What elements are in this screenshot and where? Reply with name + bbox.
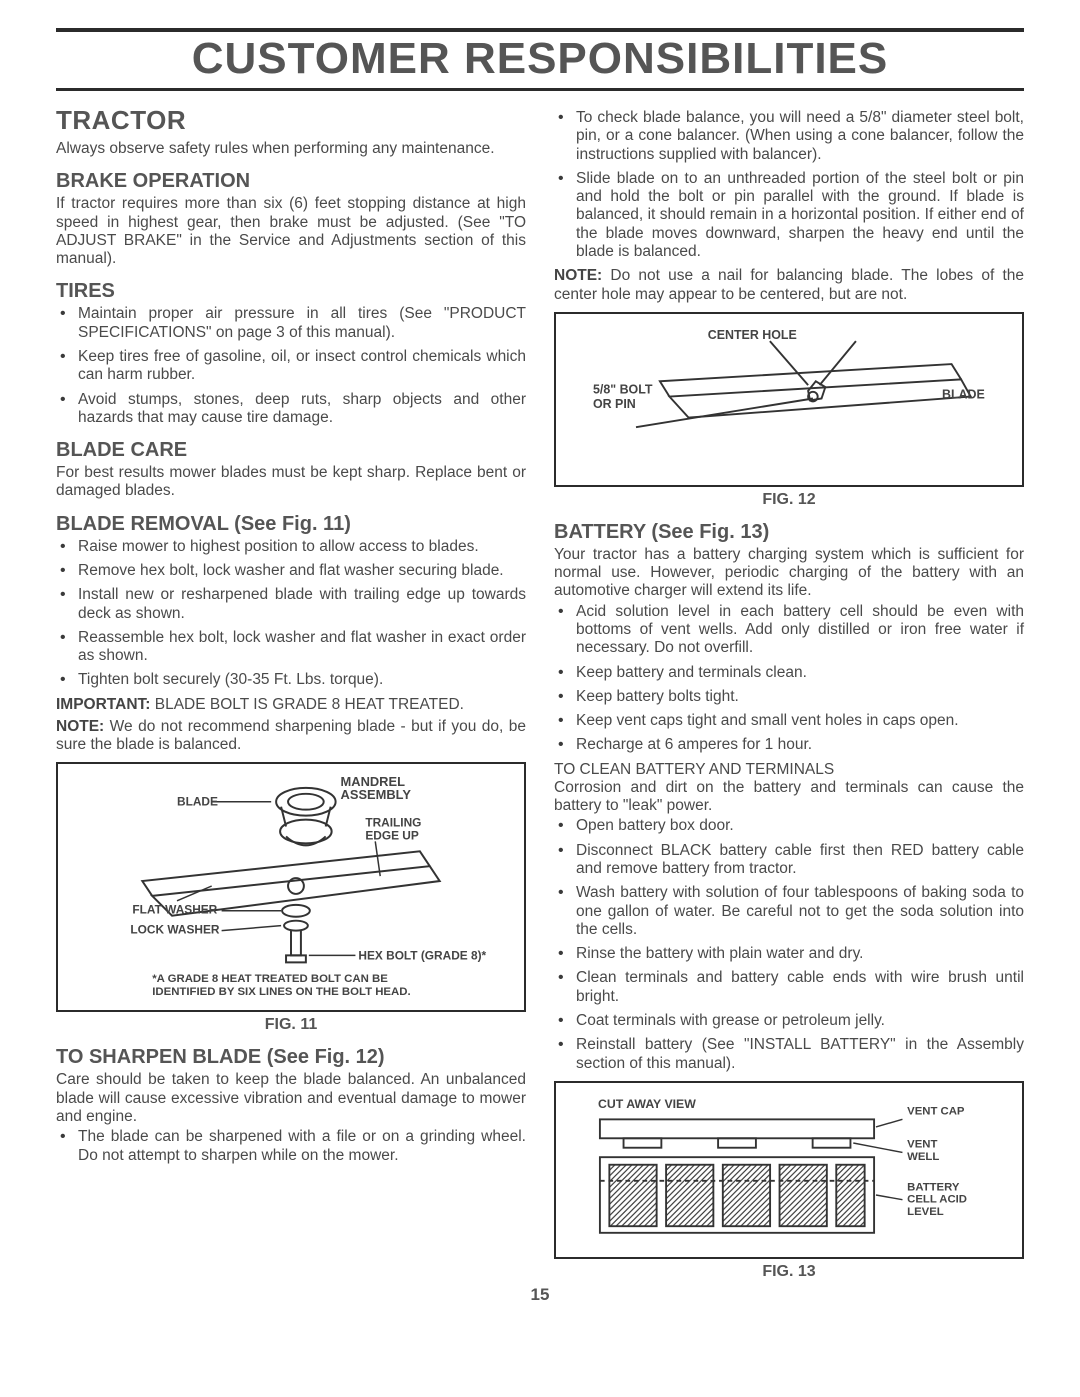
fig13-acid-1: BATTERY	[907, 1181, 960, 1193]
blade-important: IMPORTANT: BLADE BOLT IS GRADE 8 HEAT TR…	[56, 696, 526, 714]
blade-care-body: For best results mower blades must be ke…	[56, 464, 526, 501]
brake-heading: BRAKE OPERATION	[56, 170, 526, 193]
right-top-list: To check blade balance, you will need a …	[554, 109, 1024, 261]
fig13-cutaway-label: CUT AWAY VIEW	[598, 1097, 696, 1111]
list-item: Coat terminals with grease or petroleum …	[554, 1012, 1024, 1030]
fig11-assembly-label: ASSEMBLY	[341, 787, 412, 802]
list-item: Recharge at 6 amperes for 1 hour.	[554, 736, 1024, 754]
figure-11-box: MANDREL ASSEMBLY BLADE TRAILING EDGE UP …	[56, 762, 526, 1012]
fig13-acid-2: CELL ACID	[907, 1193, 967, 1205]
sharpen-list: The blade can be sharpened with a file o…	[56, 1128, 526, 1165]
fig11-trailing-label-2: EDGE UP	[365, 829, 419, 843]
list-item: Keep battery bolts tight.	[554, 688, 1024, 706]
fig11-lock-label: LOCK WASHER	[130, 923, 219, 937]
blade-care-heading: BLADE CARE	[56, 439, 526, 462]
list-item: Rinse the battery with plain water and d…	[554, 945, 1024, 963]
fig13-ventwell-1: VENT	[907, 1139, 937, 1151]
fig12-bolt-label-2: OR PIN	[593, 397, 636, 411]
list-item: Keep vent caps tight and small vent hole…	[554, 712, 1024, 730]
fig11-footnote-2: IDENTIFIED BY SIX LINES ON THE BOLT HEAD…	[152, 987, 410, 999]
under-title-rule	[56, 88, 1024, 91]
page-number: 15	[56, 1285, 1024, 1305]
list-item: Install new or resharpened blade with tr…	[56, 586, 526, 623]
figure-13-box: CUT AWAY VIEW VENT CAP VENT WELL BATTERY…	[554, 1081, 1024, 1259]
left-column: TRACTOR Always observe safety rules when…	[56, 105, 526, 1281]
page-title: CUSTOMER RESPONSIBILITIES	[56, 32, 1024, 88]
list-item: Keep battery and terminals clean.	[554, 664, 1024, 682]
fig13-caption: FIG. 13	[554, 1263, 1024, 1281]
brake-body: If tractor requires more than six (6) fe…	[56, 195, 526, 268]
blade-removal-list: Raise mower to highest position to allow…	[56, 538, 526, 690]
list-item: Open battery box door.	[554, 817, 1024, 835]
tires-list: Maintain proper air pressure in all tire…	[56, 305, 526, 427]
battery-heading: BATTERY (See Fig. 13)	[554, 521, 1024, 544]
list-item: Maintain proper air pressure in all tire…	[56, 305, 526, 342]
blade-note: NOTE: We do not recommend sharpening bla…	[56, 718, 526, 755]
sharpen-body: Care should be taken to keep the blade b…	[56, 1071, 526, 1126]
list-item: Acid solution level in each battery cell…	[554, 603, 1024, 658]
list-item: Disconnect BLACK battery cable first the…	[554, 842, 1024, 879]
figure-12-svg: CENTER HOLE 5/8" BOLT OR PIN BLADE	[566, 322, 1012, 475]
blade-removal-heading: BLADE REMOVAL (See Fig. 11)	[56, 513, 526, 536]
battery-intro: Your tractor has a battery charging syst…	[554, 546, 1024, 601]
list-item: Keep tires free of gasoline, oil, or ins…	[56, 348, 526, 385]
battery-list: Acid solution level in each battery cell…	[554, 603, 1024, 755]
fig11-caption: FIG. 11	[56, 1016, 526, 1034]
fig11-blade-label: BLADE	[177, 795, 218, 809]
figure-11-svg: MANDREL ASSEMBLY BLADE TRAILING EDGE UP …	[68, 772, 514, 1000]
clean-heading: TO CLEAN BATTERY AND TERMINALS	[554, 761, 1024, 779]
figure-12-box: CENTER HOLE 5/8" BOLT OR PIN BLADE	[554, 312, 1024, 487]
note-label: NOTE:	[56, 718, 104, 735]
list-item: Slide blade on to an unthreaded portion …	[554, 170, 1024, 261]
list-item: Tighten bolt securely (30-35 Ft. Lbs. to…	[56, 671, 526, 689]
fig13-acid-3: LEVEL	[907, 1206, 944, 1218]
fig12-bolt-label-1: 5/8" BOLT	[593, 383, 653, 397]
list-item: Clean terminals and battery cable ends w…	[554, 969, 1024, 1006]
note-body: We do not recommend sharpening blade - b…	[56, 718, 526, 753]
list-item: Remove hex bolt, lock washer and flat wa…	[56, 562, 526, 580]
fig11-flat-label: FLAT WASHER	[132, 903, 217, 917]
tractor-heading: TRACTOR	[56, 105, 526, 136]
list-item: The blade can be sharpened with a file o…	[56, 1128, 526, 1165]
note-body: Do not use a nail for balancing blade. T…	[554, 267, 1024, 302]
tractor-intro: Always observe safety rules when perform…	[56, 140, 526, 158]
tires-heading: TIRES	[56, 280, 526, 303]
clean-intro: Corrosion and dirt on the battery and te…	[554, 779, 1024, 816]
list-item: To check blade balance, you will need a …	[554, 109, 1024, 164]
list-item: Reassemble hex bolt, lock washer and fla…	[56, 629, 526, 666]
note-label: NOTE:	[554, 267, 602, 284]
fig11-footnote-1: *A GRADE 8 HEAT TREATED BOLT CAN BE	[152, 974, 388, 986]
fig12-caption: FIG. 12	[554, 491, 1024, 509]
important-label: IMPORTANT:	[56, 696, 150, 713]
list-item: Avoid stumps, stones, deep ruts, sharp o…	[56, 391, 526, 428]
fig11-hex-label: HEX BOLT (GRADE 8)*	[358, 949, 486, 963]
two-column-layout: TRACTOR Always observe safety rules when…	[56, 105, 1024, 1281]
fig12-blade-label: BLADE	[942, 387, 985, 401]
list-item: Reinstall battery (See "INSTALL BATTERY"…	[554, 1036, 1024, 1073]
clean-list: Open battery box door. Disconnect BLACK …	[554, 817, 1024, 1072]
important-body: BLADE BOLT IS GRADE 8 HEAT TREATED.	[150, 696, 464, 713]
fig13-ventwell-2: WELL	[907, 1151, 939, 1163]
sharpen-heading: TO SHARPEN BLADE (See Fig. 12)	[56, 1046, 526, 1069]
right-note: NOTE: Do not use a nail for balancing bl…	[554, 267, 1024, 304]
fig12-center-label: CENTER HOLE	[708, 328, 797, 342]
figure-13-svg: CUT AWAY VIEW VENT CAP VENT WELL BATTERY…	[566, 1091, 1012, 1247]
fig13-ventcap-label: VENT CAP	[907, 1105, 965, 1117]
list-item: Wash battery with solution of four table…	[554, 884, 1024, 939]
right-column: To check blade balance, you will need a …	[554, 105, 1024, 1281]
list-item: Raise mower to highest position to allow…	[56, 538, 526, 556]
